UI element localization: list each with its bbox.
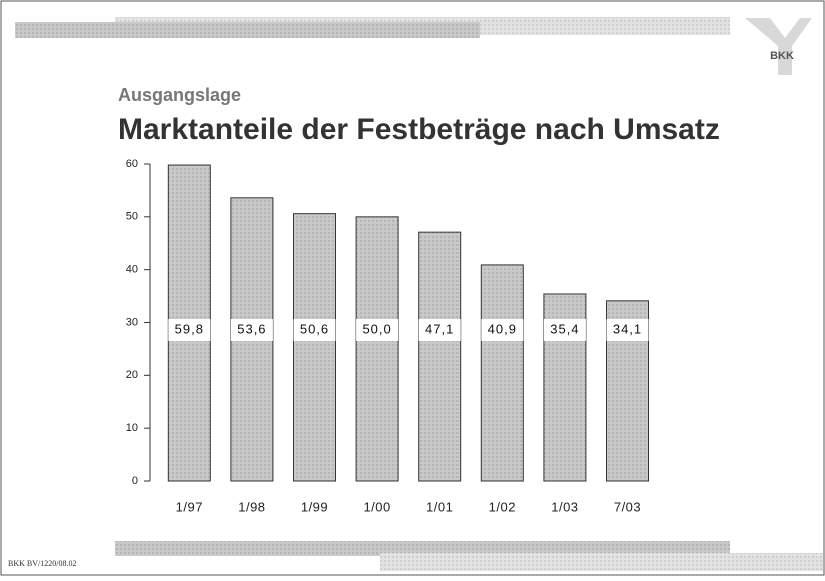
- value-label-box: [418, 319, 461, 341]
- footer: BKK BV/1220/08.02: [8, 559, 76, 568]
- x-tick-label: 1/00: [363, 499, 390, 514]
- logo: BKK: [745, 18, 812, 75]
- x-tick-label: 1/03: [551, 499, 578, 514]
- value-label: 50,6: [300, 321, 329, 336]
- value-label-box: [168, 319, 211, 341]
- y-tick-label: 40: [126, 264, 138, 276]
- y-tick-label: 20: [126, 369, 138, 381]
- x-tick-label: 7/03: [614, 499, 641, 514]
- top-band-dark: [15, 22, 480, 38]
- chart-title: Marktanteile der Festbeträge nach Umsatz: [118, 113, 720, 146]
- y-tick-label: 10: [126, 422, 138, 434]
- chart-subtitle: Ausgangslage: [118, 85, 241, 105]
- value-label-box: [481, 319, 524, 341]
- bar: [293, 213, 336, 482]
- x-tick-label: 1/01: [426, 499, 453, 514]
- x-tick-label: 1/98: [238, 499, 265, 514]
- x-tick-label: 1/02: [489, 499, 516, 514]
- value-label-box: [606, 319, 649, 341]
- value-label-box: [543, 319, 586, 341]
- y-tick-label: 30: [126, 316, 138, 328]
- bar: [480, 264, 524, 482]
- value-label: 50,0: [362, 321, 391, 336]
- y-tick-label: 50: [126, 211, 138, 223]
- value-label: 59,8: [175, 321, 204, 336]
- value-label: 35,4: [550, 321, 579, 336]
- value-label-box: [293, 319, 336, 341]
- bottom-band-light: [380, 553, 823, 571]
- bottom-band-dark: [115, 541, 730, 556]
- value-label: 34,1: [613, 321, 642, 336]
- value-label: 40,9: [488, 321, 517, 336]
- value-label-box: [230, 319, 273, 341]
- bar: [418, 231, 462, 482]
- value-label: 53,6: [237, 321, 266, 336]
- logo-text: BKK: [770, 50, 794, 62]
- x-tick-label: 1/99: [301, 499, 328, 514]
- y-tick-label: 60: [126, 158, 138, 170]
- bar: [355, 216, 399, 482]
- value-label-box: [356, 319, 399, 341]
- y-tick-label: 0: [132, 475, 138, 487]
- x-tick-label: 1/97: [176, 499, 203, 514]
- value-label: 47,1: [425, 321, 454, 336]
